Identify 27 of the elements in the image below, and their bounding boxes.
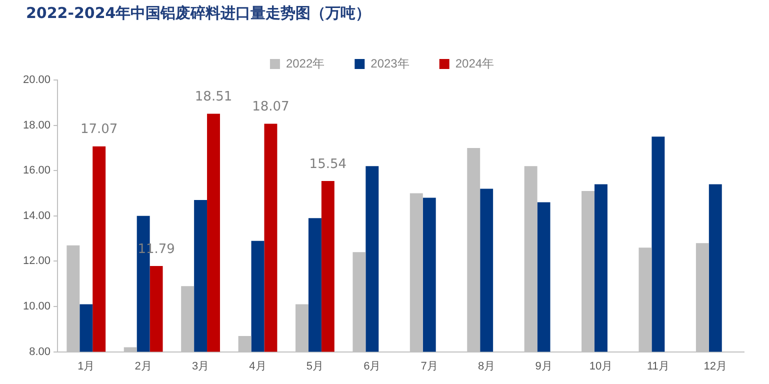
data-label: 17.07	[80, 122, 118, 138]
x-tick-label: 8月	[478, 360, 496, 372]
y-tick-label: 16.00	[22, 164, 51, 177]
x-tick-label: 12月	[704, 360, 728, 372]
x-tick-label: 1月	[78, 360, 95, 372]
chart-title: 2022-2024年中国铝废碎料进口量走势图（万吨）	[26, 4, 371, 23]
x-tick-label: 5月	[306, 360, 324, 372]
x-tick-label: 9月	[535, 360, 552, 372]
y-tick-label: 14.00	[22, 210, 51, 222]
legend-label: 2022年	[286, 56, 325, 70]
x-tick-label: 6月	[364, 360, 381, 372]
data-label: 15.54	[309, 156, 347, 172]
legend-label: 2024年	[455, 56, 494, 70]
y-tick-label: 12.00	[22, 255, 51, 268]
legend-label: 2023年	[370, 56, 410, 70]
data-label: 18.51	[194, 90, 232, 105]
x-tick-label: 11月	[646, 360, 670, 372]
y-tick-label: 20.00	[22, 74, 51, 86]
y-tick-label: 10.00	[22, 300, 51, 313]
y-tick-label: 18.00	[22, 119, 51, 132]
x-tick-label: 3月	[192, 360, 210, 372]
x-tick-label: 10月	[589, 360, 613, 372]
x-tick-label: 4月	[249, 360, 266, 372]
x-tick-label: 2月	[134, 360, 152, 372]
x-tick-label: 7月	[420, 360, 438, 372]
y-tick-label: 8.00	[29, 346, 51, 358]
data-label: 18.07	[252, 100, 290, 115]
